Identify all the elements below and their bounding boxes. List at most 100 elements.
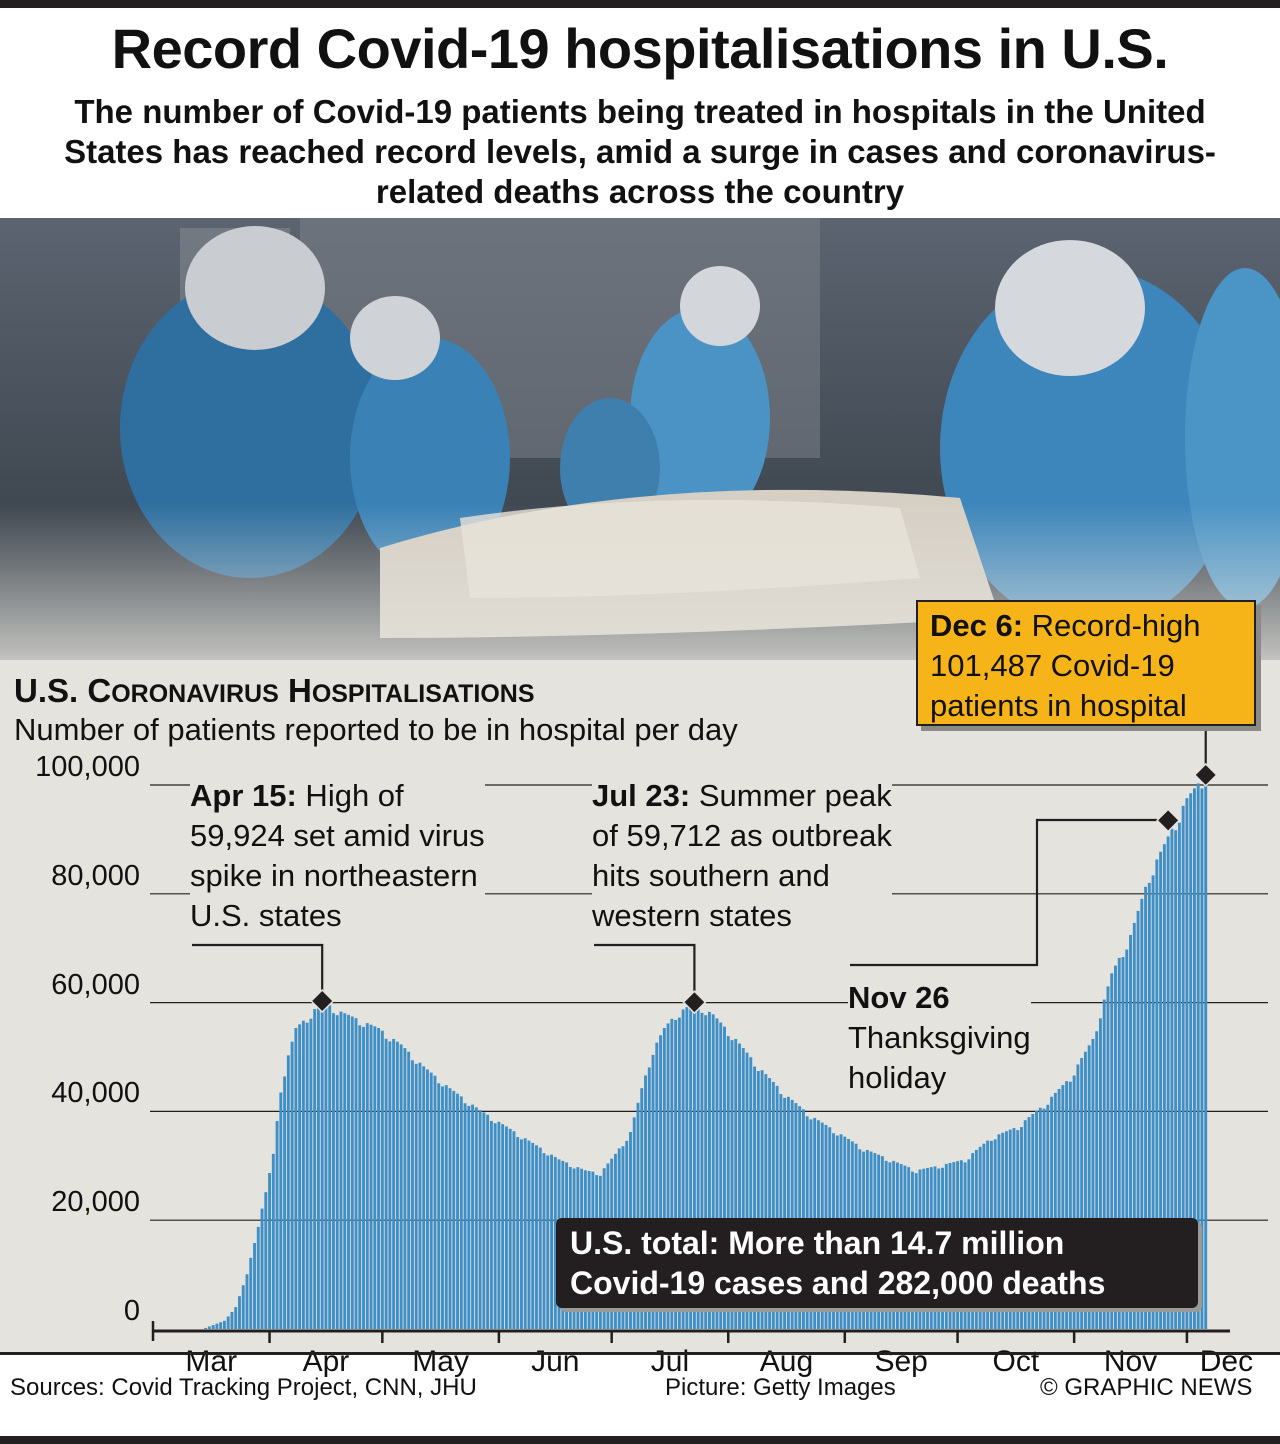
bar [1050, 1096, 1054, 1329]
bar [347, 1014, 350, 1329]
bottom-rule [0, 1436, 1280, 1444]
bar [309, 1018, 313, 1329]
page-title: Record Covid-19 hospitalisations in U.S. [111, 17, 1169, 80]
y-tick-label: 20,000 [51, 1186, 140, 1219]
bar [764, 1074, 768, 1329]
bar [730, 1040, 734, 1329]
bar [696, 1004, 700, 1329]
bar [1091, 1038, 1095, 1329]
picture-credit: Picture: Getty Images [665, 1374, 896, 1401]
bar [790, 1099, 794, 1329]
bar [418, 1062, 422, 1329]
bar [407, 1051, 411, 1329]
bar [463, 1103, 467, 1329]
bar [711, 1014, 715, 1329]
bar [332, 1013, 335, 1329]
bar [756, 1071, 760, 1329]
bar [674, 1019, 678, 1329]
bar [369, 1024, 373, 1329]
bar [471, 1104, 475, 1329]
bar [553, 1157, 557, 1329]
leader-jul [594, 943, 696, 1003]
y-tick-label: 60,000 [51, 968, 140, 1001]
bar [1125, 949, 1129, 1329]
bar [316, 1005, 320, 1329]
bar [738, 1043, 741, 1329]
bar [343, 1013, 347, 1329]
bar [286, 1055, 290, 1329]
copyright: © GRAPHIC NEWS [1040, 1374, 1253, 1401]
bar [249, 1257, 253, 1329]
x-axis [151, 1321, 1230, 1343]
bar [384, 1038, 388, 1329]
bar [1061, 1085, 1065, 1329]
bar [207, 1326, 211, 1329]
bar [501, 1124, 505, 1329]
bar [1053, 1092, 1057, 1329]
bar [768, 1078, 772, 1329]
annotation-jul: Jul 23: Summer peak of 59,712 as outbrea… [592, 776, 892, 936]
bar [1200, 788, 1204, 1329]
x-tick-label: Aug [759, 1345, 814, 1378]
hospital-photo [0, 218, 1280, 738]
bar [410, 1060, 414, 1329]
bar [1185, 798, 1189, 1329]
bar [1046, 1104, 1050, 1329]
bar [1095, 1031, 1099, 1329]
bar [377, 1028, 381, 1329]
bar [230, 1311, 234, 1329]
bar [1080, 1058, 1084, 1329]
x-tick-label: May [412, 1345, 469, 1378]
bar [1204, 776, 1208, 1329]
bar [403, 1048, 407, 1329]
bar [399, 1044, 403, 1329]
bar [1114, 965, 1117, 1329]
bar [350, 1016, 354, 1329]
x-tick-label: Jun [531, 1345, 580, 1378]
bar [760, 1070, 764, 1329]
bar [542, 1153, 546, 1329]
bar [636, 1102, 640, 1329]
bar [1076, 1064, 1080, 1329]
bar [798, 1106, 802, 1329]
bar [426, 1069, 429, 1329]
bar [550, 1154, 553, 1329]
bar [474, 1107, 478, 1329]
bar [271, 1153, 275, 1329]
bar [497, 1121, 501, 1329]
bar [734, 1038, 738, 1329]
bar [1121, 957, 1125, 1329]
bar [1083, 1051, 1087, 1329]
bar [290, 1041, 294, 1329]
bar [659, 1035, 663, 1329]
bar [523, 1138, 527, 1329]
bar [1140, 898, 1144, 1329]
bar [478, 1110, 482, 1329]
bar [753, 1066, 757, 1329]
bar [354, 1018, 358, 1329]
bar [786, 1096, 790, 1329]
bar [362, 1026, 365, 1329]
chart-title: U.S. CORONAVIRUS HOSPITALISATIONS [14, 672, 535, 709]
bar [1132, 922, 1136, 1329]
bar [700, 1012, 704, 1329]
bar [1098, 1018, 1102, 1329]
bar [775, 1085, 779, 1329]
y-tick-label: 40,000 [51, 1077, 140, 1110]
bar [392, 1038, 396, 1329]
bar [704, 1015, 708, 1329]
bar [644, 1075, 647, 1329]
bar [493, 1123, 497, 1329]
bar [256, 1226, 260, 1329]
bar [1106, 986, 1110, 1329]
bar [749, 1057, 753, 1329]
bar [715, 1018, 719, 1329]
bar [365, 1023, 369, 1329]
y-tick-label: 100,000 [35, 751, 140, 783]
bar [294, 1028, 298, 1329]
bar [448, 1088, 452, 1329]
bar [222, 1320, 226, 1329]
bar [298, 1024, 302, 1329]
bar [313, 1009, 317, 1329]
